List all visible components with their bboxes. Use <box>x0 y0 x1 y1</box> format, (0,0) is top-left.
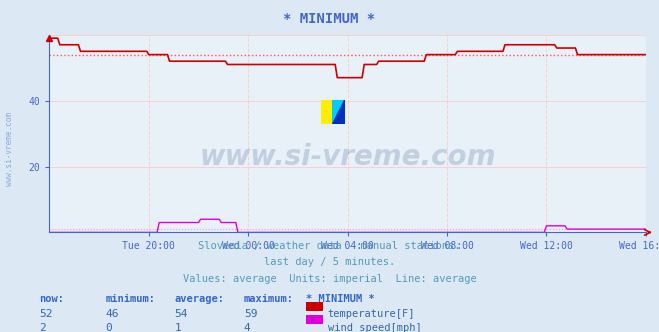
Text: * MINIMUM *: * MINIMUM * <box>283 12 376 26</box>
Text: minimum:: minimum: <box>105 294 156 304</box>
Text: temperature[F]: temperature[F] <box>328 309 415 319</box>
Text: * MINIMUM *: * MINIMUM * <box>306 294 375 304</box>
Text: 2: 2 <box>40 323 46 332</box>
Text: 0: 0 <box>105 323 112 332</box>
Text: 59: 59 <box>244 309 257 319</box>
Text: now:: now: <box>40 294 65 304</box>
Text: average:: average: <box>175 294 225 304</box>
Text: 4: 4 <box>244 323 250 332</box>
Text: 46: 46 <box>105 309 119 319</box>
Text: last day / 5 minutes.: last day / 5 minutes. <box>264 257 395 267</box>
Text: 54: 54 <box>175 309 188 319</box>
Text: www.si-vreme.com: www.si-vreme.com <box>200 143 496 171</box>
Text: maximum:: maximum: <box>244 294 294 304</box>
Text: Values: average  Units: imperial  Line: average: Values: average Units: imperial Line: av… <box>183 274 476 284</box>
Text: www.si-vreme.com: www.si-vreme.com <box>5 113 14 186</box>
Text: wind speed[mph]: wind speed[mph] <box>328 323 421 332</box>
Text: 52: 52 <box>40 309 53 319</box>
Text: 1: 1 <box>175 323 181 332</box>
Text: Slovenia / weather data - manual stations.: Slovenia / weather data - manual station… <box>198 241 461 251</box>
